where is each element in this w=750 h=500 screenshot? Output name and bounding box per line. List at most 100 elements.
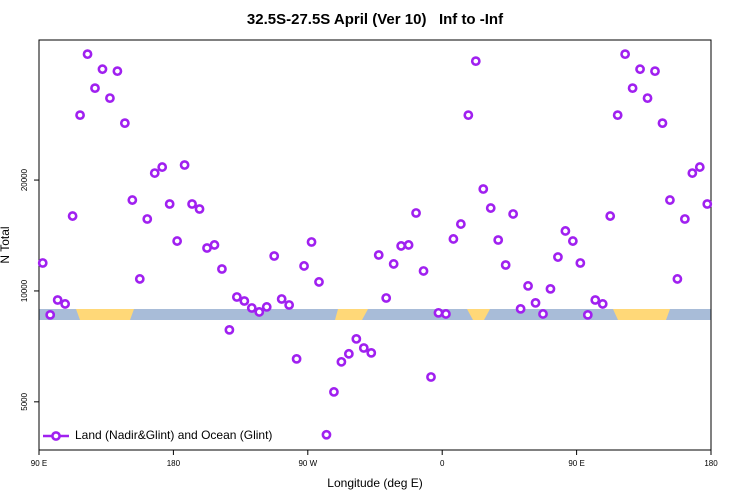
point <box>567 236 578 246</box>
point <box>336 356 347 367</box>
point <box>261 302 272 312</box>
point <box>627 83 638 94</box>
point <box>254 307 265 317</box>
point <box>187 199 197 209</box>
point <box>441 309 451 319</box>
point <box>321 429 332 440</box>
point <box>396 241 407 251</box>
point <box>687 168 698 178</box>
x-tick-label: 180 <box>704 459 718 468</box>
point <box>381 293 392 303</box>
x-tick-label: 0 <box>440 459 445 468</box>
point <box>575 258 586 268</box>
point <box>642 93 653 104</box>
point <box>694 162 705 172</box>
point <box>418 266 429 276</box>
point <box>590 295 601 305</box>
point <box>358 343 369 353</box>
point <box>493 235 504 245</box>
point <box>142 214 153 224</box>
y-axis-label: N Total <box>0 226 12 263</box>
point <box>515 303 526 314</box>
point <box>329 387 339 397</box>
point <box>500 260 511 270</box>
x-tick-label: 90 E <box>31 459 47 468</box>
point <box>672 274 683 284</box>
y-tick-label: 10000 <box>20 279 29 302</box>
point <box>366 347 377 358</box>
point <box>224 324 235 335</box>
point <box>134 274 145 284</box>
point <box>231 292 242 302</box>
point <box>679 214 690 224</box>
point <box>530 297 541 308</box>
point <box>157 162 168 172</box>
point <box>470 56 481 67</box>
point <box>269 251 280 261</box>
point <box>620 49 631 60</box>
point <box>149 168 160 178</box>
point <box>284 300 295 310</box>
point <box>351 333 362 344</box>
point <box>388 259 399 269</box>
point <box>612 110 623 121</box>
point <box>105 93 115 104</box>
point <box>426 372 436 382</box>
point <box>82 49 93 60</box>
y-tick-label: 20000 <box>20 168 29 191</box>
point <box>373 250 384 260</box>
point <box>650 66 660 77</box>
point <box>702 199 713 209</box>
point <box>485 203 496 213</box>
point <box>463 110 474 121</box>
point <box>291 353 302 364</box>
y-tick-label: 5000 <box>20 392 29 410</box>
point <box>202 243 212 253</box>
point <box>657 118 668 129</box>
point <box>605 211 616 221</box>
land-band <box>613 309 670 320</box>
x-tick-label: 90 W <box>298 459 317 468</box>
point <box>67 211 78 221</box>
point <box>433 307 444 318</box>
point <box>217 264 227 274</box>
x-tick-label: 90 E <box>568 459 584 468</box>
point <box>90 83 100 94</box>
point <box>411 208 421 218</box>
land-band <box>335 309 368 320</box>
point <box>635 64 645 75</box>
land-band <box>467 309 490 320</box>
point <box>478 184 489 194</box>
point <box>582 309 593 320</box>
point <box>343 348 354 359</box>
chart-title: 32.5S-27.5S April (Ver 10) Inf to -Inf <box>247 11 504 28</box>
point <box>60 299 71 309</box>
x-axis-label: Longitude (deg E) <box>327 476 422 490</box>
point <box>239 296 250 306</box>
point <box>306 237 317 247</box>
point <box>455 219 466 229</box>
land-band <box>76 309 134 320</box>
point <box>194 204 205 214</box>
plot-frame <box>38 39 712 451</box>
point <box>448 234 459 244</box>
point <box>545 283 556 294</box>
legend-marker <box>51 431 61 441</box>
point <box>538 309 548 319</box>
point <box>164 199 175 209</box>
x-tick-label: 180 <box>167 459 181 468</box>
point <box>209 240 220 250</box>
point <box>246 303 257 313</box>
point <box>179 160 190 170</box>
point <box>508 209 519 219</box>
point <box>299 261 309 271</box>
point <box>597 299 608 309</box>
point <box>523 281 533 291</box>
point <box>172 236 183 246</box>
point <box>37 258 48 268</box>
ocean-band <box>39 309 711 320</box>
point <box>553 252 563 262</box>
point <box>665 195 675 205</box>
point <box>45 309 56 320</box>
